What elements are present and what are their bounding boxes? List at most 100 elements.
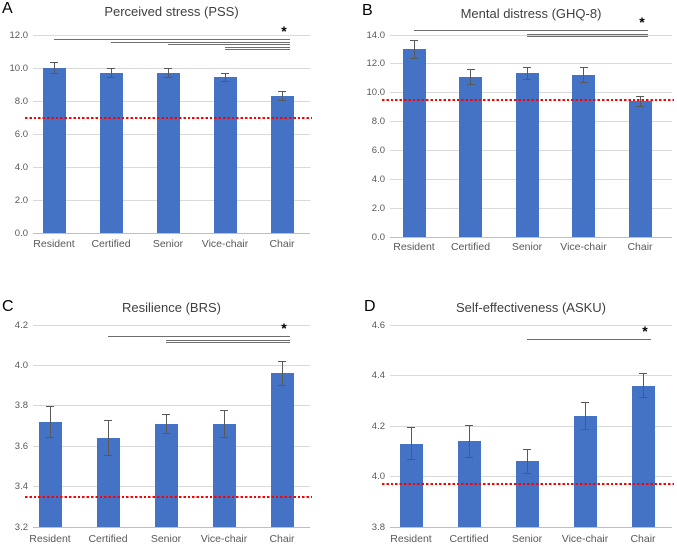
x-axis-line [33, 232, 310, 234]
y-tick-label: 10.0 [9, 62, 29, 74]
panel-letter: C [2, 298, 14, 315]
y-tick-label: 4.0 [371, 471, 385, 482]
y-tick-label: 14.0 [366, 29, 386, 41]
plot-area: 3.8 4.0 4.2 4.4 4.6 * Resident Certified Senior V… [337, 272, 677, 545]
x-category-label: Resident [33, 238, 75, 250]
error-bar-cap-top [104, 419, 112, 421]
x-category-label: Senior [150, 533, 182, 545]
error-bar-cap-bottom [523, 472, 531, 474]
error-bar-cap-bottom [104, 455, 112, 457]
reference-line [25, 495, 312, 498]
error-bar [639, 95, 641, 108]
bar-vice-chair [213, 77, 237, 233]
y-tick-label: 4.2 [371, 420, 385, 432]
y-tick-label: 4.4 [371, 370, 385, 381]
error-bar-cap-bottom [278, 384, 286, 386]
x-category-label: Vice-chair [561, 533, 609, 545]
error-bar [413, 40, 415, 59]
error-bar-cap-bottom [221, 80, 229, 82]
x-category-label: Vice-chair [201, 238, 249, 250]
error-bar [468, 424, 470, 458]
chart-title: Mental distress (GHQ-8) [460, 6, 602, 21]
error-bar [107, 419, 109, 457]
significance-line [225, 48, 290, 50]
error-bar [410, 427, 412, 461]
error-bar-cap-top [220, 409, 228, 411]
reference-line [382, 483, 674, 486]
x-category-label: Certified [450, 241, 491, 253]
error-bar-cap-top [410, 40, 418, 42]
bar-chair [270, 373, 294, 527]
significance-asterisk: * [642, 323, 648, 339]
error-bar-cap-top [581, 402, 589, 403]
y-tick-label: 8.0 [14, 95, 28, 107]
error-bar-cap-bottom [162, 433, 170, 435]
bar-chair [270, 96, 294, 233]
x-category-label: Chair [269, 533, 295, 545]
y-tick-label: 2.0 [14, 194, 28, 206]
bar-certified [99, 72, 123, 233]
panel-letter: D [364, 298, 376, 315]
gridline [33, 405, 310, 407]
reference-line [25, 116, 312, 119]
gridline [390, 63, 672, 65]
error-bar [583, 66, 584, 83]
y-tick-label: 12.0 [9, 29, 29, 41]
bar-resident [42, 68, 66, 233]
significance-line [168, 44, 290, 45]
error-bar-cap-top [639, 372, 647, 374]
x-category-label: Senior [511, 241, 543, 253]
error-bar [49, 405, 51, 439]
x-category-label: Certified [88, 533, 128, 545]
x-axis-line [390, 526, 672, 528]
y-tick-label: 10.0 [366, 87, 386, 99]
error-bar-cap-bottom [465, 456, 473, 458]
plot-area: 0.0 2.0 4.0 6.0 8.0 10.0 12.0 * Resident Certifie… [0, 0, 337, 272]
bar-senior [515, 461, 539, 527]
reference-line [382, 98, 674, 101]
error-bar-cap-bottom [164, 76, 172, 78]
chart-title: Resilience (BRS) [122, 300, 221, 315]
significance-line [527, 33, 648, 35]
error-bar-cap-bottom [581, 428, 589, 430]
significance-line [527, 35, 648, 37]
error-bar [110, 67, 112, 79]
x-category-label: Vice-chair [200, 533, 248, 545]
error-bar-cap-top [107, 67, 115, 69]
error-bar [642, 372, 644, 399]
y-tick-label: 6.0 [14, 128, 28, 140]
gridline [390, 34, 672, 36]
bar-chair [628, 101, 652, 237]
significance-line [414, 30, 648, 31]
y-tick-label: 2.0 [371, 202, 385, 214]
error-bar [470, 68, 471, 85]
bar-senior [515, 73, 539, 237]
y-tick-label: 3.2 [14, 521, 28, 533]
bar-resident [399, 443, 423, 527]
y-tick-label: 4.2 [14, 319, 28, 331]
x-category-label: Chair [630, 533, 656, 545]
gridline [33, 364, 310, 366]
error-bar-cap-top [164, 68, 172, 69]
error-bar-cap-top [46, 405, 54, 407]
y-tick-label: 3.8 [14, 400, 28, 412]
error-bar-cap-top [162, 413, 170, 415]
y-tick-label: 0.0 [371, 231, 385, 243]
error-bar-cap-top [407, 427, 415, 429]
x-category-label: Senior [152, 238, 184, 250]
bar-certified [96, 438, 120, 527]
error-bar [167, 68, 169, 78]
x-category-label: Chair [627, 241, 653, 253]
x-category-label: Resident [29, 533, 71, 545]
significance-line [108, 336, 290, 337]
x-category-label: Resident [393, 241, 435, 253]
error-bar-cap-top [50, 62, 58, 64]
significance-asterisk: * [281, 320, 287, 336]
error-bar-cap-top [466, 68, 475, 70]
significance-line [111, 41, 290, 43]
x-category-label: Certified [449, 533, 489, 545]
y-tick-label: 4.0 [371, 173, 385, 185]
y-tick-label: 3.6 [14, 440, 28, 452]
gridline [390, 324, 672, 326]
